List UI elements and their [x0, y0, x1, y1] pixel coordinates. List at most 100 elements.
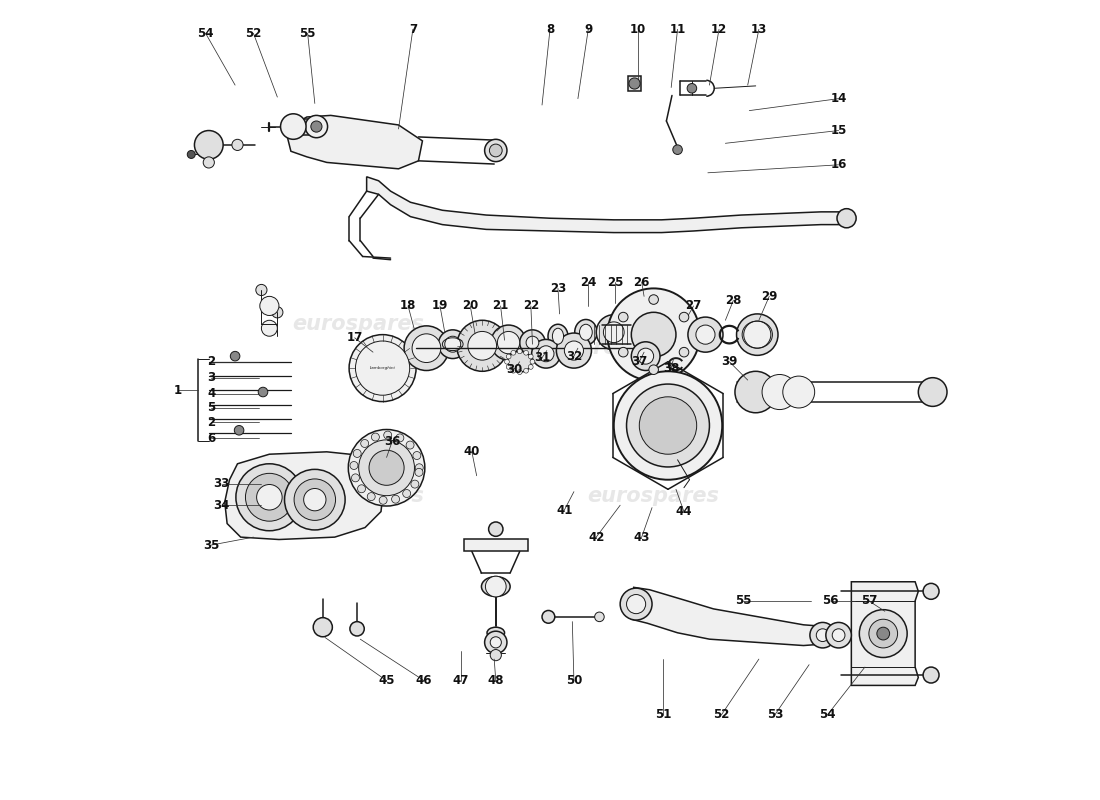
Polygon shape [285, 115, 422, 169]
Circle shape [311, 121, 322, 132]
Circle shape [379, 496, 387, 504]
Circle shape [412, 334, 441, 362]
Circle shape [406, 441, 414, 449]
Circle shape [524, 350, 528, 355]
Text: 35: 35 [204, 538, 219, 551]
Circle shape [204, 157, 214, 168]
Ellipse shape [580, 324, 592, 340]
Text: 55: 55 [299, 26, 316, 40]
Text: 54: 54 [820, 709, 836, 722]
Circle shape [262, 320, 277, 336]
Circle shape [538, 346, 554, 362]
Text: 4: 4 [207, 387, 216, 400]
Circle shape [304, 489, 326, 511]
Circle shape [837, 209, 856, 228]
Circle shape [439, 330, 468, 358]
Circle shape [235, 464, 302, 530]
Circle shape [604, 322, 624, 342]
Text: 51: 51 [654, 709, 671, 722]
Bar [285, 118, 314, 134]
Text: 32: 32 [565, 350, 582, 362]
Circle shape [187, 150, 195, 158]
Circle shape [272, 306, 283, 318]
Text: 5: 5 [207, 402, 216, 414]
Circle shape [396, 434, 404, 442]
Circle shape [859, 610, 908, 658]
Circle shape [412, 451, 421, 459]
Circle shape [306, 115, 328, 138]
Text: 10: 10 [629, 22, 646, 36]
Circle shape [358, 485, 365, 493]
Circle shape [923, 583, 939, 599]
Circle shape [631, 312, 676, 357]
Circle shape [826, 622, 851, 648]
Text: 2: 2 [207, 355, 216, 368]
Circle shape [833, 629, 845, 642]
Text: 30: 30 [506, 363, 522, 376]
Text: 15: 15 [830, 124, 847, 137]
Circle shape [195, 130, 223, 159]
Text: 26: 26 [634, 275, 650, 289]
Circle shape [416, 464, 424, 472]
Circle shape [524, 368, 528, 373]
Circle shape [869, 619, 898, 648]
Circle shape [505, 359, 509, 364]
Circle shape [688, 83, 696, 93]
Circle shape [506, 354, 512, 359]
Circle shape [596, 314, 631, 350]
Text: 42: 42 [588, 530, 604, 544]
Text: 25: 25 [607, 275, 624, 289]
Text: 54: 54 [197, 26, 213, 40]
Polygon shape [224, 452, 384, 539]
Circle shape [595, 612, 604, 622]
Circle shape [349, 334, 416, 402]
Circle shape [627, 594, 646, 614]
Circle shape [444, 336, 461, 352]
Circle shape [528, 354, 534, 359]
Text: 23: 23 [550, 282, 566, 295]
Text: 40: 40 [464, 446, 480, 458]
Circle shape [542, 610, 554, 623]
Text: 1: 1 [174, 384, 182, 397]
Circle shape [497, 331, 519, 354]
Circle shape [639, 397, 696, 454]
Circle shape [384, 431, 392, 439]
Circle shape [294, 479, 335, 520]
Polygon shape [851, 582, 918, 686]
Text: 20: 20 [462, 299, 478, 313]
Circle shape [256, 285, 267, 295]
Circle shape [688, 317, 723, 352]
Circle shape [620, 588, 652, 620]
Text: 28: 28 [725, 294, 741, 307]
Circle shape [361, 439, 368, 447]
Circle shape [491, 637, 502, 648]
Circle shape [744, 321, 771, 348]
Circle shape [530, 359, 535, 364]
Circle shape [783, 376, 815, 408]
Circle shape [923, 667, 939, 683]
Circle shape [367, 493, 375, 501]
Circle shape [810, 622, 835, 648]
Text: 36: 36 [384, 435, 400, 448]
Text: 41: 41 [557, 503, 572, 517]
Ellipse shape [552, 328, 563, 344]
Circle shape [359, 440, 415, 496]
Text: 24: 24 [580, 275, 596, 289]
Circle shape [485, 631, 507, 654]
Text: 43: 43 [634, 530, 650, 544]
Text: 18: 18 [400, 299, 416, 313]
Circle shape [762, 374, 798, 410]
Text: 2: 2 [207, 416, 216, 429]
Ellipse shape [487, 627, 505, 638]
Circle shape [490, 144, 503, 157]
Text: eurospares: eurospares [587, 486, 719, 506]
Circle shape [557, 333, 592, 368]
Polygon shape [366, 177, 845, 233]
Text: 21: 21 [493, 299, 508, 313]
Text: 27: 27 [685, 299, 702, 313]
Circle shape [618, 347, 628, 357]
Text: 53: 53 [767, 709, 783, 722]
Circle shape [528, 365, 534, 370]
Circle shape [618, 312, 628, 322]
Circle shape [627, 384, 710, 467]
